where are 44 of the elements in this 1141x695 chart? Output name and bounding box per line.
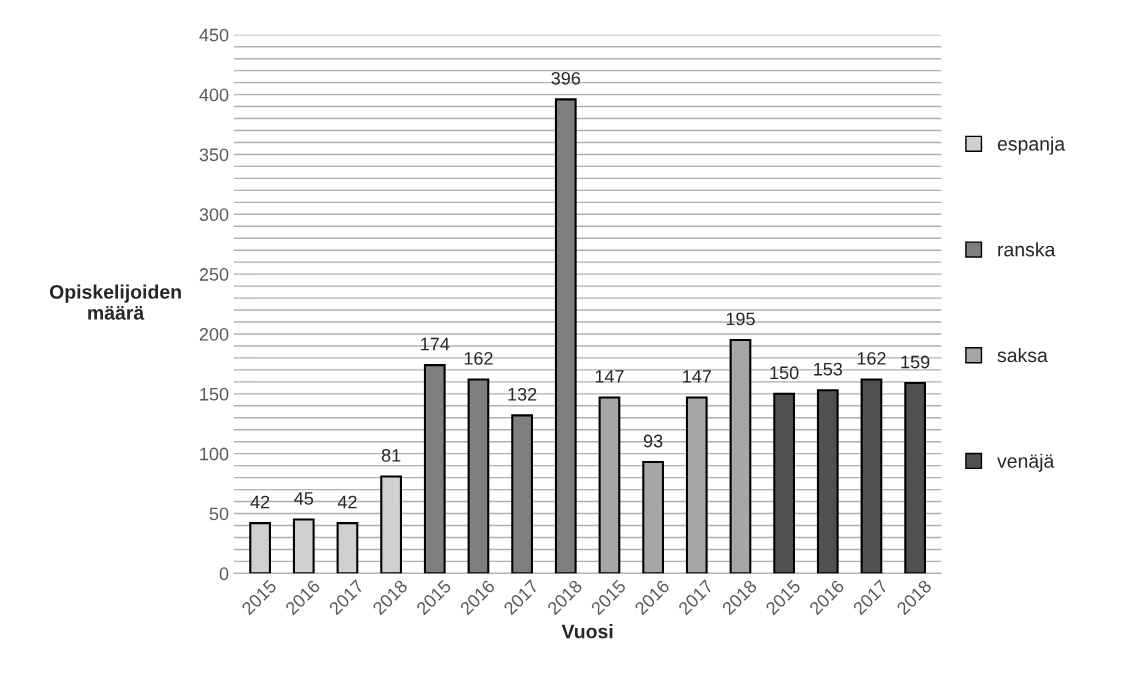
legend-label: ranska	[998, 242, 1056, 257]
legend-label: venäjä	[997, 453, 1055, 472]
bar	[554, 98, 577, 574]
data-label: 81	[381, 448, 401, 462]
y-tick-label: 450	[199, 28, 229, 42]
bar	[467, 378, 490, 574]
data-label: 147	[683, 370, 711, 383]
data-label: 45	[294, 492, 314, 505]
bar	[816, 389, 839, 574]
y-tick-label: 100	[200, 447, 229, 461]
data-label: 162	[464, 352, 493, 365]
bar	[511, 414, 533, 574]
y-tick-label: 400	[199, 88, 229, 102]
bar	[249, 522, 271, 574]
bar	[423, 364, 446, 574]
bar	[292, 518, 315, 574]
data-label: 153	[814, 362, 843, 376]
legend-label: saksa	[997, 347, 1048, 363]
y-tick-label: 150	[200, 387, 229, 401]
data-label: 159	[901, 355, 930, 369]
y-tick-label: 300	[199, 208, 229, 222]
bar	[904, 382, 926, 574]
bar	[336, 522, 359, 574]
data-label: 42	[337, 495, 357, 509]
y-tick-label: 250	[199, 268, 229, 281]
y-axis-title: Opiskelijoiden määrä	[49, 284, 181, 320]
data-label: 162	[857, 352, 886, 365]
bar	[380, 475, 402, 574]
y-tick-label: 0	[219, 567, 229, 581]
legend-label: espanja	[997, 136, 1066, 155]
y-tick-label: 350	[199, 148, 229, 162]
y-tick-label: 50	[209, 507, 229, 521]
data-label: 174	[421, 337, 450, 351]
data-label: 93	[643, 434, 663, 448]
bar	[860, 378, 883, 574]
data-label: 132	[508, 387, 537, 401]
data-label: 195	[726, 312, 755, 326]
bar	[773, 392, 795, 574]
x-axis-title: Vuosi	[561, 624, 613, 639]
data-label: 150	[770, 366, 799, 380]
y-tick-label: 200	[199, 327, 229, 341]
data-label: 147	[595, 370, 624, 383]
data-label: 42	[250, 495, 270, 509]
data-label: 396	[551, 71, 581, 85]
